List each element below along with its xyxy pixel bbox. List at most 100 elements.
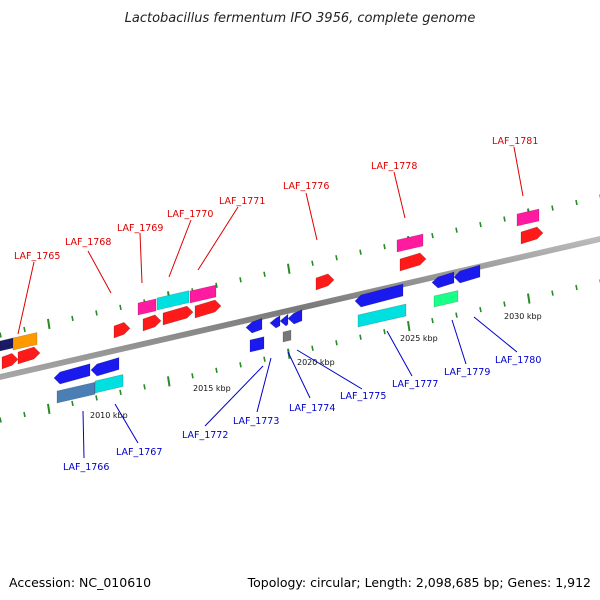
gene-feature [315, 273, 335, 291]
tick-marks-inner [0, 279, 600, 423]
gene-label-upper: LAF_1765 [14, 251, 60, 262]
tick-mark [23, 411, 26, 418]
tick-mark [455, 227, 458, 233]
gene-feature [433, 290, 459, 308]
tick-mark [503, 216, 506, 222]
gene-feature [396, 233, 424, 253]
tick-mark [575, 199, 578, 206]
gene-label-upper: LAF_1768 [65, 237, 111, 248]
tick-mark [431, 232, 434, 239]
gene-feature [453, 264, 481, 284]
tick-mark [551, 290, 554, 296]
gene-label-lower: LAF_1777 [392, 379, 438, 390]
tick-mark [0, 332, 2, 338]
tick-mark [503, 301, 506, 307]
gene-feature [1, 352, 19, 370]
gene-feature [156, 290, 190, 311]
tick-mark [47, 318, 51, 330]
tick-mark [479, 306, 482, 313]
gene-feature [354, 283, 404, 308]
tick-label: 2020 kbp [297, 358, 335, 367]
gene-label-lower: LAF_1780 [495, 355, 541, 366]
leader-line [82, 410, 85, 459]
leader-line [139, 232, 143, 284]
gene-feature [113, 321, 131, 339]
tick-mark [431, 317, 434, 324]
tick-mark [287, 263, 291, 274]
tick-mark [455, 312, 458, 318]
tick-mark [239, 362, 242, 368]
tick-mark [47, 403, 51, 415]
footer-accession: Accession: NC_010610 [9, 575, 151, 590]
gene-label-upper: LAF_1781 [492, 136, 538, 147]
gene-label-upper: LAF_1776 [283, 181, 329, 192]
tick-mark [311, 345, 314, 351]
tick-mark [119, 389, 122, 396]
gene-label-upper: LAF_1769 [117, 223, 163, 234]
gene-feature [90, 357, 120, 377]
leader-line [287, 351, 311, 399]
gene-label-upper: LAF_1778 [371, 161, 417, 172]
tick-mark [407, 321, 411, 332]
gene-feature [516, 208, 540, 227]
map-title: Lactobacillus fermentum IFO 3956, comple… [125, 11, 476, 26]
tick-mark [479, 221, 482, 228]
gene-label-lower: LAF_1767 [116, 447, 162, 458]
gene-feature [142, 314, 162, 332]
gene-label-lower: LAF_1766 [63, 462, 109, 473]
gene-features [0, 208, 544, 404]
gene-label-upper: LAF_1770 [167, 209, 213, 220]
tick-mark [359, 249, 362, 255]
gene-label-lower: LAF_1775 [340, 391, 386, 402]
tick-mark [143, 384, 146, 390]
leader-line [256, 357, 272, 413]
tick-mark [311, 260, 314, 266]
gene-feature [245, 317, 263, 334]
gene-label-lower: LAF_1772 [182, 430, 228, 441]
gene-feature [137, 298, 157, 316]
tick-label: 2015 kbp [193, 384, 231, 393]
gene-feature [17, 346, 41, 365]
gene-feature [94, 374, 124, 394]
gene-label-lower: LAF_1774 [289, 403, 335, 414]
footer-topology: Topology: circular; Length: 2,098,685 bp… [247, 575, 591, 590]
leader-lines [17, 146, 524, 459]
leader-line [87, 250, 112, 294]
tick-mark [335, 255, 338, 261]
tick-mark [551, 205, 554, 211]
gene-feature [431, 271, 455, 289]
genome-backbone [0, 236, 600, 380]
tick-mark [71, 400, 74, 407]
leader-line [386, 330, 413, 377]
tick-label: 2025 kbp [400, 334, 438, 343]
tick-mark [71, 315, 74, 322]
leader-line [168, 219, 192, 278]
leader-line [204, 365, 264, 427]
tick-mark [359, 334, 362, 340]
tick-mark [215, 367, 218, 373]
tick-mark [527, 293, 531, 304]
gene-feature [53, 363, 91, 385]
gene-feature [0, 337, 15, 352]
gene-feature [194, 299, 222, 319]
gene-feature [520, 226, 544, 245]
leader-line [305, 192, 318, 241]
leader-line [296, 349, 363, 390]
tick-mark [263, 356, 266, 362]
tick-mark [335, 340, 338, 346]
gene-feature [56, 381, 96, 404]
tick-mark [119, 304, 122, 311]
tick-mark [575, 284, 578, 291]
tick-mark [239, 277, 242, 283]
tick-label: 2010 kbp [90, 411, 128, 420]
gene-feature [282, 329, 292, 343]
gene-feature [357, 303, 407, 328]
tick-mark [383, 244, 386, 250]
leader-line [17, 261, 35, 335]
tick-mark [383, 329, 386, 335]
gene-feature [269, 315, 281, 329]
gene-feature [249, 336, 265, 353]
gene-labels: LAF_1765 LAF_1768 LAF_1769 LAF_1770 LAF_1771… [14, 136, 541, 473]
tick-mark [0, 417, 2, 423]
